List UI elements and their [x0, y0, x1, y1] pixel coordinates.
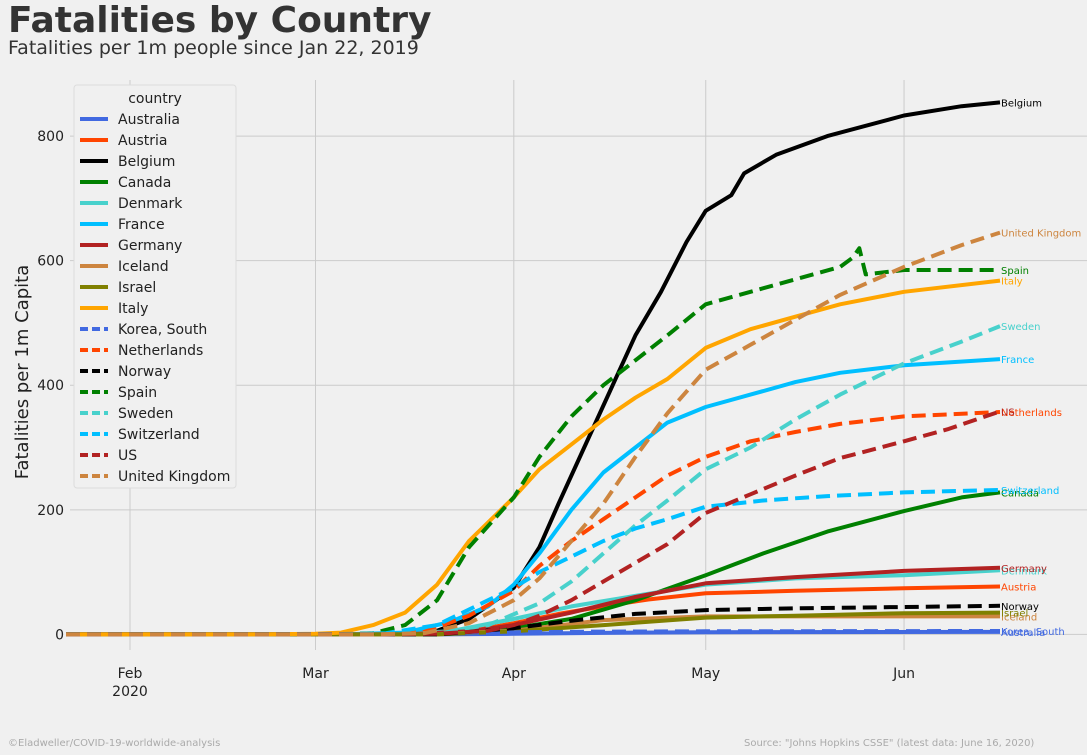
end-label-switzerland: Switzerland — [1001, 486, 1059, 497]
chart-subtitle: Fatalities per 1m people since Jan 22, 2… — [8, 37, 419, 59]
legend-entry: Denmark — [118, 196, 183, 212]
x-tick-label: Jun — [892, 666, 915, 682]
series-line-netherlands — [66, 410, 1001, 637]
legend-entry: Switzerland — [118, 427, 200, 443]
end-labels: Australia Austria Belgium Canada Denmark Fran… — [1001, 98, 1081, 639]
fatalities-chart: 0 200 400 600 800 Feb 2020 Mar Apr May Jun Austral… — [12, 80, 1087, 700]
y-axis-label: Fatalities per 1m Capita — [12, 265, 33, 480]
end-label-netherlands: Netherlands — [1001, 408, 1062, 419]
legend-entry: France — [118, 217, 165, 233]
y-tick-label: 600 — [37, 254, 64, 270]
legend-entry: Iceland — [118, 259, 169, 275]
end-label-italy: Italy — [1001, 277, 1023, 288]
series-line-italy — [66, 278, 1001, 637]
end-label-australia: Australia — [1001, 628, 1045, 639]
end-label-korea-south: Korea, South — [1001, 627, 1065, 638]
series-line-switzerland — [66, 487, 1001, 637]
end-label-us: US — [1001, 407, 1015, 418]
y-tick-label: 200 — [37, 503, 64, 519]
legend-entry: Spain — [118, 385, 157, 401]
end-label-iceland: Iceland — [1001, 612, 1037, 623]
y-tick-label: 800 — [37, 129, 64, 145]
y-tick-label: 0 — [55, 627, 64, 643]
legend-entry: Italy — [118, 301, 148, 317]
legend-entry: Belgium — [118, 154, 175, 170]
series-line-belgium — [66, 100, 1001, 637]
series-line-united-kingdom — [66, 230, 1001, 637]
footer-source: Source: "Johns Hopkins CSSE" (latest dat… — [744, 738, 1035, 749]
end-label-canada: Canada — [1001, 488, 1039, 499]
legend-box — [73, 84, 237, 489]
legend-title: country — [128, 91, 182, 107]
legend-entry: Netherlands — [118, 343, 203, 359]
legend-entry: Israel — [118, 280, 156, 296]
series-line-sweden — [66, 324, 1001, 637]
end-label-austria: Austria — [1001, 582, 1036, 593]
legend-entry: Sweden — [118, 406, 173, 422]
x-tick-label: May — [691, 666, 720, 682]
series-lines — [66, 100, 1001, 637]
series-line-norway — [66, 603, 1001, 637]
axes: 0 200 400 600 800 Feb 2020 Mar Apr May Jun — [37, 129, 915, 700]
legend-entry: Germany — [118, 238, 182, 254]
x-tick-sublabel: 2020 — [112, 684, 148, 700]
series-line-spain — [66, 246, 1000, 637]
legend-entry: Norway — [118, 364, 171, 380]
legend-entry: Austria — [118, 133, 167, 149]
end-label-spain: Spain — [1001, 266, 1029, 277]
legend: country Australia Austria Belgium Canada Denm… — [73, 84, 237, 489]
legend-entry: Korea, South — [118, 322, 207, 338]
series-line-us — [66, 409, 1001, 637]
y-tick-label: 400 — [37, 378, 64, 394]
end-label-belgium: Belgium — [1001, 98, 1042, 109]
end-label-norway: Norway — [1001, 602, 1039, 613]
chart-title: Fatalities by Country — [8, 0, 432, 41]
legend-entry: United Kingdom — [118, 469, 230, 485]
legend-entry: Australia — [118, 112, 180, 128]
x-tick-label: Apr — [502, 666, 526, 682]
x-tick-label: Feb — [118, 666, 143, 682]
footer-credit: ©Eladweller/COVID-19-worldwide-analysis — [8, 738, 221, 749]
end-label-united-kingdom: United Kingdom — [1001, 229, 1081, 240]
end-label-israel: Israel — [1001, 609, 1028, 620]
end-label-denmark: Denmark — [1001, 566, 1047, 577]
end-label-germany: Germany — [1001, 564, 1047, 575]
end-label-france: France — [1001, 355, 1034, 366]
x-tick-label: Mar — [302, 666, 329, 682]
legend-entry: Canada — [118, 175, 171, 191]
end-label-sweden: Sweden — [1001, 322, 1041, 333]
legend-entry: US — [118, 448, 137, 464]
